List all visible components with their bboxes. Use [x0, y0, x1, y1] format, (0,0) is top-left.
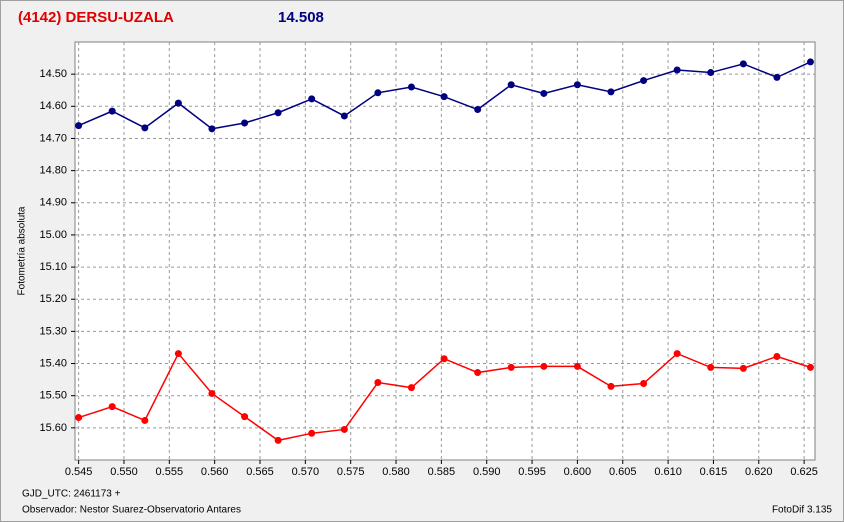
y-tick-label: 15.50 — [39, 390, 67, 402]
data-point — [174, 99, 182, 107]
y-tick-label: 15.20 — [39, 293, 67, 305]
data-point — [440, 93, 448, 101]
data-point — [75, 414, 83, 422]
data-point — [274, 436, 282, 444]
x-tick-label: 0.625 — [790, 466, 818, 478]
x-tick-label: 0.585 — [428, 466, 456, 478]
data-point — [208, 125, 216, 133]
data-point — [673, 66, 681, 74]
data-point — [806, 58, 814, 66]
x-tick-label: 0.590 — [473, 466, 501, 478]
data-point — [374, 89, 382, 97]
data-point — [673, 350, 681, 358]
chart-title: (4142) DERSU-UZALA — [18, 9, 174, 26]
data-point — [739, 60, 747, 68]
x-tick-label: 0.555 — [156, 466, 184, 478]
data-point — [739, 364, 747, 372]
y-tick-label: 15.30 — [39, 325, 67, 337]
y-tick-label: 15.40 — [39, 357, 67, 369]
data-point — [340, 112, 348, 120]
data-point — [241, 413, 249, 421]
y-tick-label: 15.60 — [39, 422, 67, 434]
data-point — [607, 382, 615, 390]
y-tick-label: 15.00 — [39, 229, 67, 241]
footer-version: FotoDif 3.135 — [772, 505, 832, 516]
x-tick-label: 0.615 — [700, 466, 728, 478]
y-tick-label: 15.10 — [39, 261, 67, 273]
data-point — [773, 73, 781, 81]
x-tick-label: 0.605 — [609, 466, 637, 478]
x-tick-label: 0.575 — [337, 466, 365, 478]
data-point — [474, 106, 482, 114]
y-tick-label: 14.80 — [39, 165, 67, 177]
data-point — [274, 109, 282, 117]
y-axis-label: Fotometría absoluta — [17, 206, 28, 295]
data-point — [607, 88, 615, 96]
data-point — [573, 362, 581, 370]
data-point — [707, 69, 715, 77]
x-tick-label: 0.550 — [110, 466, 138, 478]
data-point — [407, 83, 415, 91]
data-point — [507, 81, 515, 89]
data-point — [108, 107, 116, 115]
data-point — [108, 403, 116, 411]
x-tick-label: 0.600 — [564, 466, 592, 478]
data-point — [540, 89, 548, 97]
y-tick-label: 14.90 — [39, 197, 67, 209]
data-point — [407, 384, 415, 392]
x-tick-label: 0.565 — [246, 466, 274, 478]
footer-gjd: GJD_UTC: 2461173 + — [22, 489, 121, 500]
data-point — [374, 379, 382, 387]
data-point — [440, 355, 448, 363]
footer-observer: Observador: Nestor Suarez-Observatorio A… — [22, 505, 241, 516]
x-tick-label: 0.595 — [518, 466, 546, 478]
x-tick-label: 0.560 — [201, 466, 229, 478]
y-tick-label: 14.50 — [39, 68, 67, 80]
data-point — [141, 416, 149, 424]
data-point — [507, 363, 515, 371]
data-point — [707, 363, 715, 371]
data-point — [340, 425, 348, 433]
data-point — [308, 95, 316, 103]
data-point — [174, 350, 182, 358]
y-tick-label: 14.60 — [39, 100, 67, 112]
x-tick-label: 0.620 — [745, 466, 773, 478]
data-point — [573, 81, 581, 89]
data-point — [141, 124, 149, 132]
x-tick-label: 0.580 — [382, 466, 410, 478]
data-point — [241, 119, 249, 127]
data-point — [806, 363, 814, 371]
plot-area — [74, 41, 816, 461]
data-point — [208, 389, 216, 397]
data-point — [474, 369, 482, 377]
data-point — [75, 122, 83, 130]
data-point — [773, 352, 781, 360]
data-point — [640, 379, 648, 387]
x-tick-label: 0.570 — [292, 466, 320, 478]
data-point — [540, 362, 548, 370]
data-point — [308, 429, 316, 437]
chart-subtitle: 14.508 — [278, 9, 324, 26]
x-tick-label: 0.610 — [654, 466, 682, 478]
data-point — [640, 77, 648, 85]
y-tick-label: 14.70 — [39, 132, 67, 144]
x-tick-label: 0.545 — [65, 466, 93, 478]
